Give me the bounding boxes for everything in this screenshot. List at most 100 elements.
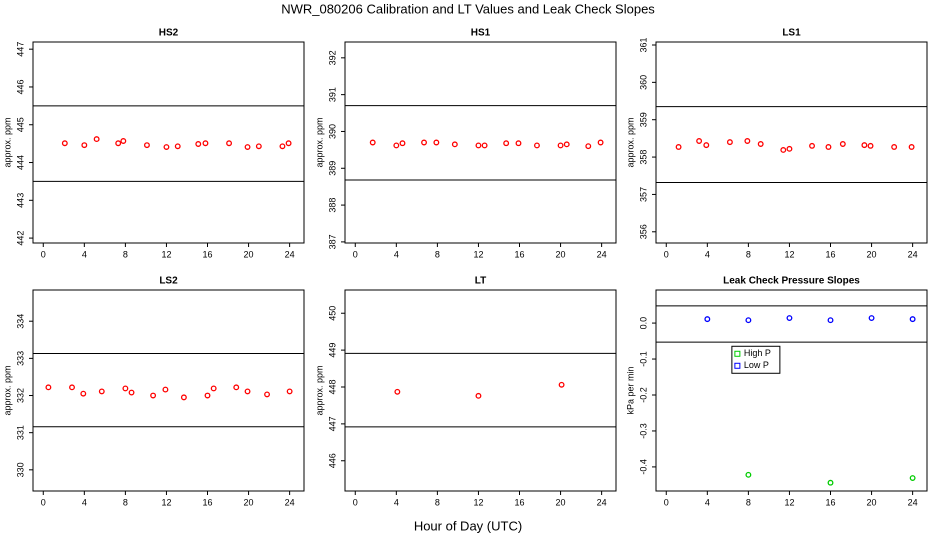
y-tick-label: 444	[15, 155, 25, 170]
point	[786, 145, 793, 152]
y-tick-label: 443	[15, 193, 25, 208]
x-tick-label: 4	[705, 497, 710, 507]
legend-swatch	[734, 350, 741, 357]
x-tick-label: 8	[123, 497, 128, 507]
point	[786, 315, 793, 321]
point	[61, 140, 68, 147]
point	[757, 141, 764, 147]
panel-title: LS1	[782, 28, 801, 39]
panel-title: HS2	[159, 28, 179, 39]
y-tick-label: 449	[327, 343, 337, 358]
x-tick-label: 24	[285, 497, 295, 507]
point	[475, 142, 482, 149]
point	[244, 144, 251, 150]
panel-title: LS2	[159, 276, 178, 287]
y-tick-label: 391	[327, 87, 337, 102]
x-tick-label: 0	[664, 249, 669, 259]
x-tick-label: 20	[867, 249, 877, 259]
x-tick-label: 0	[41, 249, 46, 259]
plot-frame	[655, 289, 928, 492]
x-tick-label: 20	[244, 249, 254, 259]
point	[451, 141, 458, 148]
x-tick-label: 4	[82, 249, 87, 259]
x-tick-label: 20	[867, 497, 877, 507]
point	[827, 479, 834, 486]
y-tick-label: 448	[327, 379, 337, 394]
x-tick-label: 16	[202, 249, 212, 259]
point	[704, 316, 711, 323]
point	[675, 144, 682, 150]
point	[726, 139, 733, 146]
point	[80, 390, 87, 397]
point	[93, 136, 100, 143]
x-tick-label: 0	[353, 249, 358, 259]
y-axis-label: approx. ppm	[2, 117, 12, 167]
y-tick-label: 447	[327, 416, 337, 431]
x-tick-label: 20	[556, 249, 566, 259]
x-tick-label: 0	[41, 497, 46, 507]
y-axis-label: kPa per min	[625, 366, 635, 414]
y-tick-label: 360	[638, 75, 648, 90]
point	[745, 471, 752, 478]
point	[279, 143, 286, 150]
point	[210, 385, 217, 392]
x-tick-label: 24	[908, 497, 918, 507]
x-tick-label: 24	[597, 497, 607, 507]
figure-title: NWR_080206 Calibration and LT Values and…	[281, 1, 655, 16]
point	[204, 392, 211, 399]
y-tick-label: 331	[15, 425, 25, 440]
point	[809, 142, 815, 149]
y-tick-label: 359	[638, 112, 648, 127]
point	[481, 142, 488, 149]
point	[120, 138, 127, 144]
x-tick-label: 0	[664, 497, 669, 507]
point	[558, 381, 565, 388]
x-tick-label: 4	[394, 497, 399, 507]
y-axis-label: approx. ppm	[2, 365, 12, 415]
x-tick-label: 8	[746, 497, 751, 507]
y-tick-label: 389	[327, 161, 337, 176]
plot-frame	[344, 41, 617, 244]
x-tick-label: 12	[784, 497, 794, 507]
x-axis-label: Hour of Day (UTC)	[414, 518, 522, 533]
x-tick-label: 12	[161, 497, 171, 507]
x-tick-label: 20	[556, 497, 566, 507]
point	[264, 391, 270, 398]
point	[233, 384, 240, 391]
plot-frame	[655, 41, 928, 244]
point	[585, 143, 592, 150]
x-tick-label: 16	[514, 497, 524, 507]
y-tick-label: -0.1	[638, 351, 648, 367]
panel-title: Leak Check Pressure Slopes	[723, 276, 860, 287]
y-tick-label: 450	[327, 306, 337, 321]
point	[150, 392, 157, 399]
point	[286, 388, 293, 395]
plot-frame	[344, 289, 617, 492]
y-tick-label: 446	[327, 453, 337, 468]
y-tick-label: 330	[15, 462, 25, 477]
point	[393, 142, 400, 149]
y-tick-label: 447	[15, 42, 25, 57]
point	[503, 140, 510, 147]
x-tick-label: 16	[825, 497, 835, 507]
x-tick-label: 4	[394, 249, 399, 259]
point	[394, 388, 401, 395]
x-tick-label: 24	[285, 249, 295, 259]
x-tick-label: 4	[82, 497, 87, 507]
point	[867, 142, 874, 149]
point	[744, 138, 751, 144]
y-tick-label: 332	[15, 388, 25, 403]
point	[557, 142, 564, 149]
point	[202, 140, 209, 147]
point	[909, 475, 916, 482]
y-tick-label: 442	[15, 231, 25, 246]
legend-swatch	[734, 362, 741, 369]
point	[696, 138, 703, 144]
point	[244, 388, 251, 395]
panel-title: LT	[475, 276, 486, 287]
point	[162, 386, 169, 393]
x-tick-label: 12	[473, 249, 483, 259]
x-tick-label: 16	[825, 249, 835, 259]
point	[399, 140, 406, 147]
